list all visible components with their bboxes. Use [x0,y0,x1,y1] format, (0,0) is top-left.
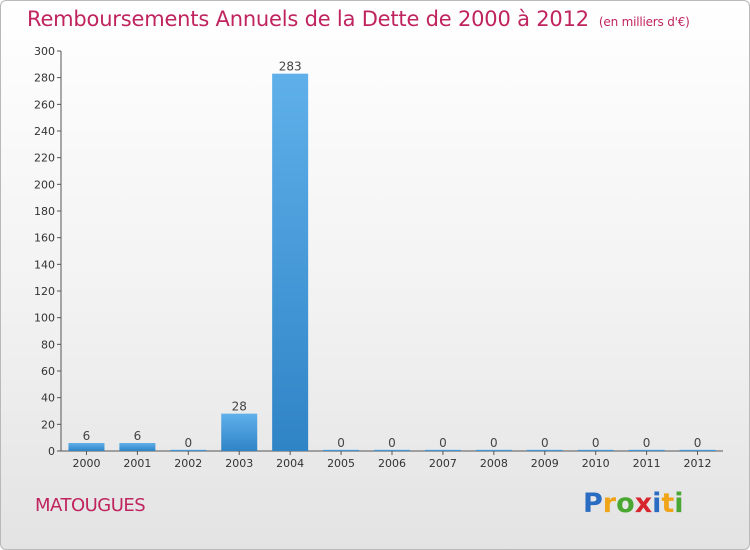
x-tick-label: 2011 [633,457,661,470]
bar-value-label: 283 [279,60,302,74]
bar-2009 [526,449,563,451]
logo-letter: i [652,488,662,519]
y-tick-label: 200 [34,178,55,191]
y-tick-label: 280 [34,72,55,85]
y-tick-label: 160 [34,232,55,245]
logo-letter: t [661,488,675,519]
y-tick-label: 40 [41,392,55,405]
logo-letter: r [602,488,617,519]
bar-2005 [323,449,360,451]
bar-2012 [679,449,716,451]
bar-value-label: 0 [643,436,651,450]
bar-value-label: 0 [541,436,549,450]
bar-value-label: 0 [694,436,702,450]
logo-letter: o [616,488,635,519]
x-tick-label: 2010 [582,457,610,470]
logo-letter: x [634,488,653,519]
bar-value-label: 28 [232,400,247,414]
bar-2001 [119,443,156,451]
x-tick-label: 2003 [225,457,253,470]
bar-2004 [272,73,309,452]
y-tick-label: 80 [41,338,55,351]
y-tick-label: 100 [34,312,55,325]
bar-2006 [374,449,410,451]
bar-2011 [628,449,665,451]
y-tick-label: 180 [34,205,55,218]
bar-2007 [424,449,461,451]
logo-letter: P [583,488,603,519]
bar-2008 [475,449,512,451]
bar-2010 [577,449,614,451]
bar-value-label: 0 [490,436,498,450]
bar-value-label: 6 [134,429,142,443]
bar-2003 [221,413,258,451]
y-tick-label: 20 [41,418,55,431]
y-tick-label: 260 [34,98,55,111]
title-text: Remboursements Annuels de la Dette de 20… [27,7,589,31]
x-tick-label: 2008 [480,457,508,470]
bar-value-label: 0 [439,436,447,450]
y-tick-label: 60 [41,365,55,378]
bar-value-label: 0 [388,436,396,450]
chart-title: Remboursements Annuels de la Dette de 20… [27,7,690,31]
y-tick-label: 0 [48,445,55,458]
commune-name: MATOUGUES [35,495,146,516]
x-tick-label: 2000 [72,457,100,470]
y-tick-label: 240 [34,125,55,138]
bar-value-label: 6 [83,429,91,443]
chart-subtitle: (en milliers d'€) [598,15,690,29]
x-tick-label: 2001 [123,457,151,470]
bar-2000 [68,443,105,451]
y-tick-label: 220 [34,152,55,165]
x-tick-label: 2007 [429,457,457,470]
x-tick-label: 2002 [174,457,202,470]
y-tick-label: 140 [34,258,55,271]
x-tick-label: 2004 [276,457,304,470]
bar-value-label: 0 [337,436,345,450]
y-tick-label: 120 [34,285,55,298]
x-tick-label: 2012 [684,457,712,470]
x-tick-label: 2009 [531,457,559,470]
x-tick-label: 2005 [327,457,355,470]
proxiti-logo: Proxiti [583,488,684,519]
bar-value-label: 0 [184,436,192,450]
x-tick-label: 2006 [378,457,406,470]
logo-letter: i [674,488,684,519]
bar-value-label: 0 [592,436,600,450]
bar-2002 [170,449,207,451]
y-tick-label: 300 [34,45,55,58]
